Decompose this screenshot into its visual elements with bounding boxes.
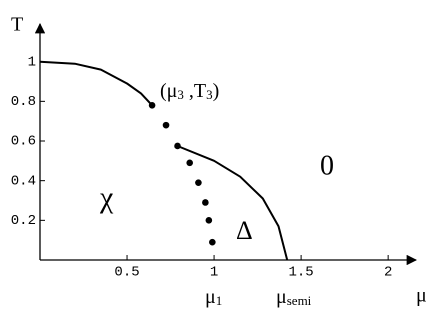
x-tick-label: 0.5 bbox=[114, 265, 139, 281]
y-tick-label: 1 bbox=[28, 54, 36, 70]
axis-mark-label: μ1 bbox=[205, 286, 222, 308]
y-tick-label: 0.2 bbox=[11, 213, 36, 229]
x-tick-label: 1.5 bbox=[289, 265, 314, 281]
boundary-line bbox=[39, 60, 153, 106]
dot bbox=[148, 102, 156, 109]
x-tick-label: 2 bbox=[384, 265, 392, 281]
dot bbox=[162, 121, 170, 129]
dot bbox=[174, 142, 181, 150]
point-label: (μ3 ,T3) bbox=[160, 80, 219, 102]
boundary-line bbox=[177, 145, 289, 261]
dot bbox=[186, 159, 194, 167]
y-axis-label: T bbox=[11, 14, 23, 36]
x-axis-label: μ bbox=[416, 285, 427, 307]
y-tick-label: 0.4 bbox=[11, 173, 36, 189]
x-tick-label: 1 bbox=[210, 265, 218, 281]
dot bbox=[195, 179, 202, 186]
region-label: 0 bbox=[320, 150, 334, 181]
region-label: Δ bbox=[236, 216, 253, 245]
region-label: χ bbox=[99, 181, 114, 214]
dot bbox=[209, 238, 216, 246]
y-tick-label: 0.6 bbox=[11, 134, 36, 150]
axis-mark-label: μsemi bbox=[276, 286, 312, 308]
y-tick-label: 0.8 bbox=[11, 94, 36, 110]
dot bbox=[202, 199, 209, 206]
dot bbox=[205, 217, 213, 224]
